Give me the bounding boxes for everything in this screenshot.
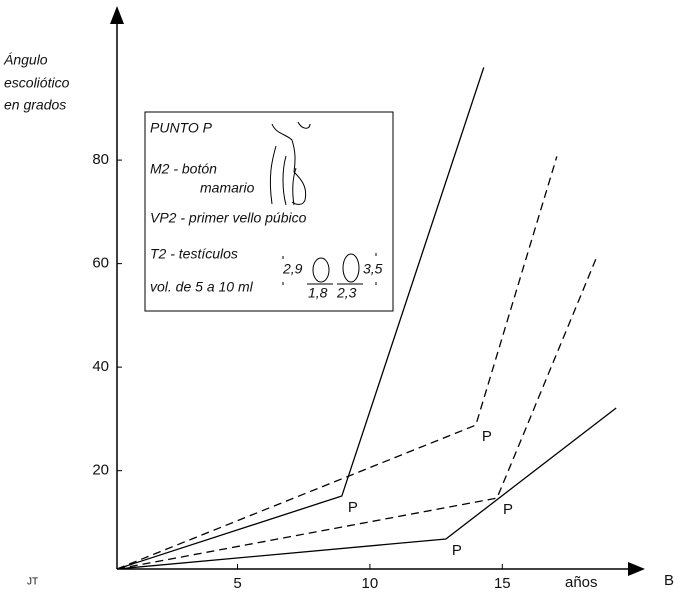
point-label: P: [503, 501, 513, 518]
series-line: [116, 156, 558, 570]
series-line: [116, 254, 599, 570]
inset-text: M2 - botón: [150, 161, 217, 177]
x-arrow: [628, 562, 645, 576]
inset-text: VP2 - primer vello púbico: [150, 210, 307, 226]
point-label: P: [482, 428, 492, 445]
testis-icon: [282, 253, 377, 285]
corner-text: JT: [27, 577, 38, 588]
inset-number: 2,9: [282, 261, 303, 277]
x-label: años: [565, 574, 598, 591]
point-label: P: [348, 499, 358, 516]
inset: PUNTO P M2 - botón mamario VP2 - primer …: [144, 111, 394, 312]
inset-box: [144, 111, 394, 312]
y-tick-label: 80: [92, 151, 109, 168]
y-tick-label: 20: [92, 462, 109, 479]
inset-text: vol. de 5 a 10 ml: [150, 279, 254, 295]
point-label: P: [452, 542, 462, 559]
x-tick-label: 15: [494, 575, 511, 592]
y-arrow: [110, 6, 124, 24]
y-tick-label: 60: [92, 255, 109, 272]
series-line: [116, 67, 485, 570]
inset-text: mamario: [200, 180, 255, 196]
x-tick-label: 5: [233, 575, 241, 592]
series-line: [116, 407, 617, 570]
inset-text: T2 - testículos: [150, 246, 238, 262]
y-tick-label: 40: [92, 358, 109, 375]
inset-number: 2,3: [336, 285, 357, 301]
corner-text: B: [664, 572, 674, 589]
x-tick-label: 10: [362, 575, 379, 592]
inset-number: 3,5: [363, 261, 383, 277]
silhouette: [269, 121, 311, 206]
y-label: Ángulo: [3, 52, 48, 68]
inset-number: 1,8: [308, 285, 328, 301]
y-label: en grados: [4, 97, 66, 113]
inset-text: PUNTO P: [150, 120, 213, 136]
y-label: escoliótico: [4, 75, 70, 91]
